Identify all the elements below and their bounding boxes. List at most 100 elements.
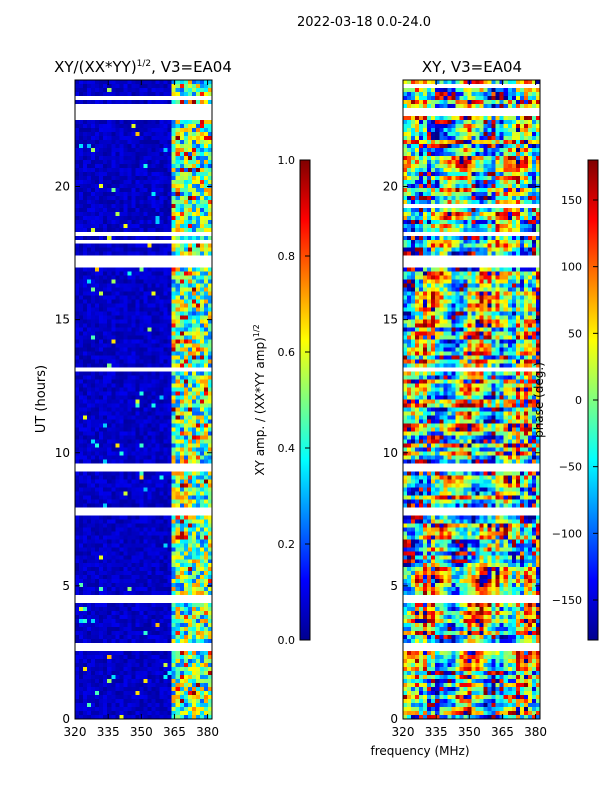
- heatmap-cell: [143, 287, 148, 293]
- heatmap-cell: [195, 143, 201, 149]
- heatmap-cell: [103, 191, 108, 197]
- heatmap-cell: [199, 343, 205, 348]
- heatmap-cell: [115, 631, 120, 636]
- heatmap-cell: [127, 375, 132, 380]
- heatmap-cell: [111, 655, 116, 660]
- heatmap-cell: [155, 575, 161, 580]
- heatmap-cell: [79, 527, 84, 532]
- heatmap-cell: [123, 363, 128, 368]
- heatmap-cell: [123, 391, 128, 396]
- heatmap-cell: [147, 99, 152, 105]
- heatmap-cell: [103, 295, 108, 301]
- heatmap-cell: [183, 511, 189, 516]
- heatmap-cell: [195, 311, 201, 317]
- heatmap-cell: [179, 163, 185, 169]
- heatmap-cell: [163, 575, 169, 580]
- heatmap-cell: [123, 607, 128, 612]
- heatmap-cell: [123, 383, 128, 388]
- heatmap-cell: [107, 291, 112, 297]
- heatmap-cell: [103, 351, 108, 356]
- heatmap-cell: [79, 627, 84, 632]
- heatmap-cell: [131, 471, 136, 476]
- heatmap-cell: [151, 363, 156, 368]
- heatmap-cell: [163, 147, 169, 153]
- heatmap-cell: [123, 647, 128, 652]
- heatmap-cell: [191, 83, 197, 89]
- heatmap-cell: [83, 631, 88, 636]
- heatmap-cell: [95, 235, 100, 241]
- heatmap-cell: [75, 151, 80, 157]
- heatmap-cell: [127, 139, 132, 145]
- heatmap-cell: [155, 651, 161, 656]
- heatmap-cell: [183, 103, 189, 109]
- heatmap-cell: [107, 607, 112, 612]
- heatmap-cell: [83, 567, 88, 572]
- heatmap-cell: [135, 543, 140, 548]
- heatmap-cell: [135, 619, 140, 624]
- heatmap-cell: [207, 195, 212, 201]
- heatmap-cell: [111, 419, 116, 424]
- heatmap-cell: [75, 115, 80, 121]
- heatmap-cell: [83, 331, 88, 336]
- heatmap-cell: [135, 583, 140, 588]
- heatmap-cell: [79, 283, 84, 289]
- heatmap-cell: [119, 499, 124, 504]
- heatmap-cell: [83, 255, 88, 261]
- heatmap-cell: [199, 291, 205, 297]
- heatmap-cell: [135, 331, 140, 336]
- heatmap-cell: [191, 223, 197, 229]
- heatmap-cell: [139, 383, 144, 388]
- heatmap-cell: [139, 371, 144, 376]
- heatmap-cell: [199, 215, 205, 221]
- heatmap-cell: [103, 563, 108, 568]
- heatmap-cell: [207, 363, 212, 368]
- heatmap-cell: [127, 411, 132, 416]
- heatmap-cell: [195, 263, 201, 269]
- heatmap-cell: [131, 591, 136, 596]
- heatmap-cell: [131, 143, 136, 149]
- heatmap-cell: [207, 643, 212, 648]
- heatmap-cell: [167, 139, 173, 145]
- heatmap-cell: [139, 571, 144, 576]
- heatmap-cell: [95, 163, 100, 169]
- heatmap-cell: [179, 179, 185, 185]
- heatmap-cell: [115, 647, 120, 652]
- heatmap-cell: [123, 339, 128, 344]
- heatmap-cell: [131, 167, 136, 173]
- heatmap-cell: [171, 487, 177, 492]
- heatmap-cell: [131, 463, 136, 468]
- heatmap-cell: [83, 123, 88, 129]
- heatmap-cell: [167, 651, 173, 656]
- heatmap-cell: [131, 331, 136, 336]
- heatmap-cell: [111, 315, 116, 321]
- heatmap-cell: [103, 315, 108, 321]
- heatmap-cell: [151, 207, 156, 213]
- heatmap-cell: [79, 479, 84, 484]
- heatmap-cell: [87, 295, 92, 301]
- heatmap-cell: [87, 415, 92, 420]
- heatmap-cell: [183, 575, 189, 580]
- heatmap-cell: [187, 211, 193, 217]
- heatmap-cell: [127, 111, 132, 117]
- heatmap-cell: [127, 451, 132, 456]
- heatmap-cell: [87, 155, 92, 161]
- heatmap-cell: [155, 143, 161, 149]
- heatmap-cell: [187, 399, 193, 404]
- heatmap-cell: [123, 215, 128, 221]
- heatmap-cell: [179, 567, 185, 572]
- heatmap-cell: [175, 515, 181, 520]
- heatmap-cell: [87, 451, 92, 456]
- heatmap-cell: [135, 459, 140, 464]
- heatmap-cell: [203, 227, 209, 233]
- heatmap-cell: [123, 507, 128, 512]
- heatmap-cell: [199, 183, 205, 189]
- heatmap-cell: [107, 659, 112, 664]
- heatmap-cell: [199, 579, 205, 584]
- heatmap-cell: [115, 83, 120, 89]
- heatmap-cell: [83, 351, 88, 356]
- heatmap-cell: [187, 327, 193, 332]
- heatmap-cell: [171, 443, 177, 448]
- heatmap-cell: [199, 563, 205, 568]
- heatmap-cell: [95, 303, 100, 309]
- heatmap-cell: [147, 371, 152, 376]
